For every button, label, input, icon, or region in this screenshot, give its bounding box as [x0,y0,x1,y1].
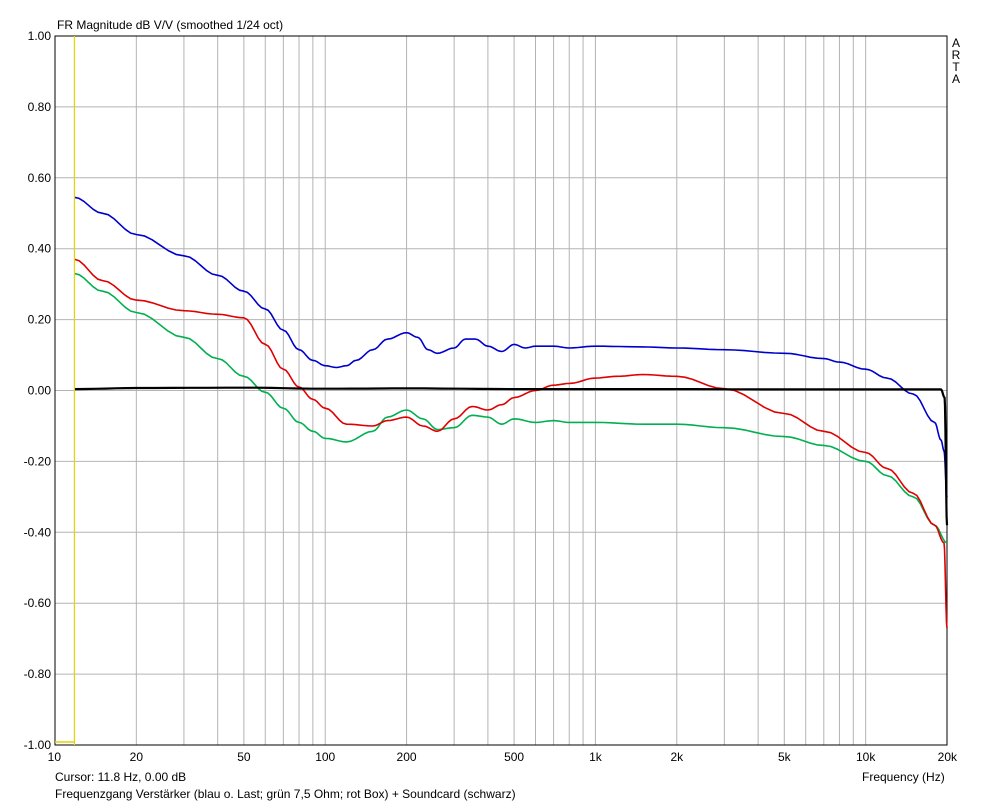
y-tick-label: -0.20 [24,454,52,468]
x-tick-label: 10 [48,750,62,764]
x-tick-label: 5k [778,750,792,764]
y-tick-label: 1.00 [28,29,52,43]
brand-letter: A [952,36,960,50]
y-tick-label: 0.40 [28,242,52,256]
y-tick-label: -0.80 [24,667,52,681]
series-lines [74,196,949,629]
plot-frame [54,35,948,746]
x-tick-label: 200 [397,750,417,764]
brand-letter: T [952,60,960,74]
y-tick-label: 0.00 [28,384,52,398]
y-tick-label: 0.20 [28,313,52,327]
cursor-readout: Cursor: 11.8 Hz, 0.00 dB [55,770,187,784]
y-tick-label: -0.40 [24,525,52,539]
chart-title: FR Magnitude dB V/V (smoothed 1/24 oct) [57,18,284,32]
x-tick-label: 1k [589,750,603,764]
series-line-0 [74,196,948,498]
x-tick-label: 2k [670,750,684,764]
y-tick-label: -0.60 [24,596,52,610]
y-tick-label: 0.60 [28,171,52,185]
y-tick-label: -1.00 [24,738,52,752]
y-tick-labels: 1.00 0.80 0.60 0.40 0.20 0.00 -0.20 -0.40 -0.60 -… [24,29,52,752]
x-tick-label: 100 [315,750,335,764]
y-tick-label: 0.80 [28,100,52,114]
chart-caption: Frequenzgang Verstärker (blau o. Last; g… [55,787,516,801]
x-tick-labels: 10 20 50 100 200 500 1k 2k 5k 10k 20k [48,750,958,764]
series-line-3 [74,386,949,526]
x-tick-label: 20 [130,750,144,764]
series-line-2 [74,258,948,629]
x-tick-label: 10k [856,750,876,764]
brand-letter: R [952,48,961,62]
x-tick-label: 20k [938,750,958,764]
x-axis-label: Frequency (Hz) [862,770,945,784]
series-line-1 [74,272,948,544]
brand-letter: A [952,72,960,86]
x-tick-label: 500 [504,750,524,764]
x-tick-label: 50 [237,750,251,764]
